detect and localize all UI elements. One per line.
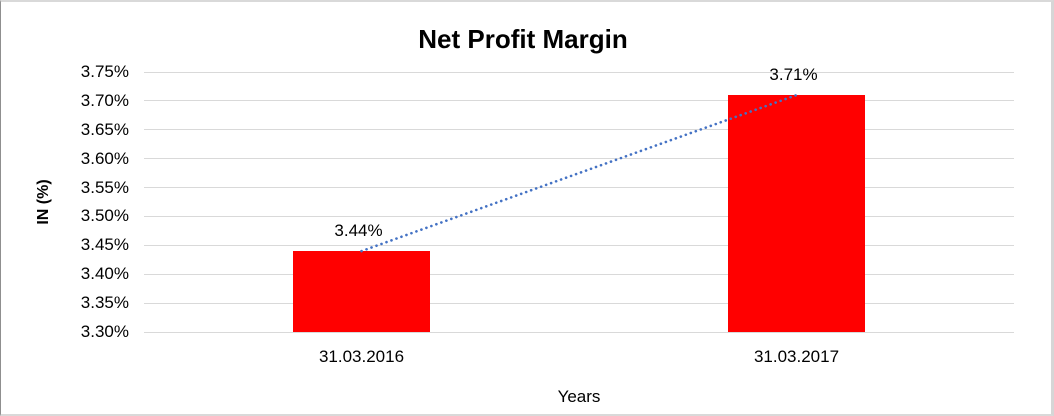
x-axis-title: Years	[557, 387, 601, 406]
gridline	[144, 187, 1014, 189]
gridline	[144, 273, 1014, 275]
gridline	[144, 71, 1014, 73]
gridline	[144, 302, 1014, 304]
data-label: 3.44%	[334, 221, 383, 241]
dotted-trendline	[360, 93, 798, 253]
x-tick-label: 31.03.2016	[318, 347, 405, 366]
trendline	[360, 93, 798, 253]
chart-title: Net Profit Margin	[418, 24, 628, 54]
y-tick-label: 3.35%	[80, 293, 129, 313]
gridline	[144, 244, 1014, 246]
y-tick-label: 3.60%	[80, 148, 129, 168]
y-tick-label: 3.40%	[80, 264, 129, 284]
y-tick-label: 3.45%	[80, 235, 129, 255]
y-tick-label: 3.75%	[80, 62, 129, 81]
gridline	[144, 331, 1014, 333]
bar-31.03.2016	[293, 251, 430, 332]
data-label: 3.71%	[769, 65, 818, 85]
gridline	[144, 215, 1014, 217]
gridline	[144, 129, 1014, 131]
y-tick-label: 3.70%	[80, 90, 129, 110]
y-tick-label: 3.50%	[80, 206, 129, 226]
y-tick-label: 3.65%	[80, 119, 129, 139]
plot-area: 3.44% 3.71%	[144, 65, 1014, 333]
gridline	[144, 158, 1014, 160]
bar-31.03.2017	[728, 95, 865, 332]
y-tick-label: 3.30%	[80, 322, 129, 341]
gridline	[144, 100, 1014, 102]
x-tick-label: 31.03.2017	[753, 347, 840, 366]
y-tick-label: 3.55%	[80, 177, 129, 197]
